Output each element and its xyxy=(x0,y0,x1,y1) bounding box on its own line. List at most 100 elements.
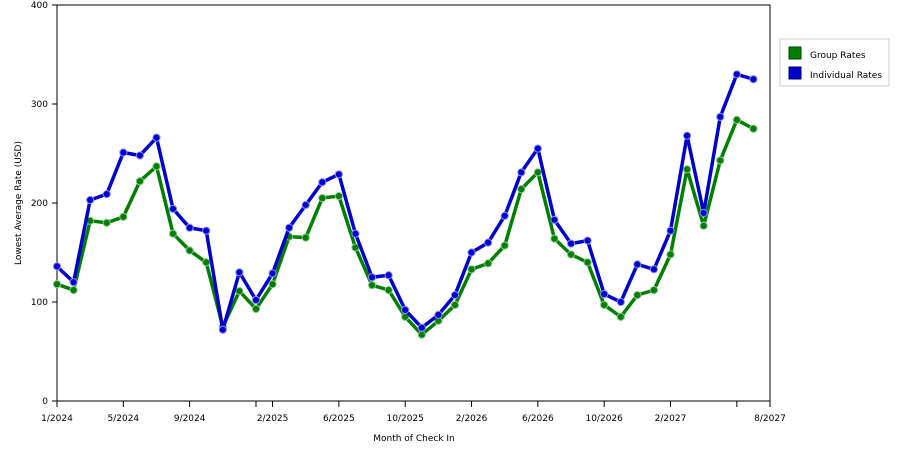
data-point-group-rates xyxy=(384,286,393,295)
data-point-individual-rates xyxy=(666,226,675,235)
data-point-group-rates xyxy=(334,191,343,201)
data-point-individual-rates xyxy=(600,289,609,299)
data-point-individual-rates xyxy=(401,305,410,315)
data-point-group-rates xyxy=(102,218,111,227)
data-point-group-rates xyxy=(500,241,509,250)
data-point-individual-rates xyxy=(384,271,393,280)
data-point-individual-rates xyxy=(218,325,227,334)
data-point-group-rates xyxy=(235,287,244,296)
data-point-individual-rates xyxy=(616,297,625,307)
x-tick-label: 8/2027 xyxy=(754,414,786,424)
data-point-individual-rates xyxy=(749,75,758,84)
legend-swatch-individual-rates xyxy=(788,66,802,80)
data-point-group-rates xyxy=(583,258,592,267)
x-tick-label: 6/2026 xyxy=(522,414,554,424)
data-point-group-rates xyxy=(484,259,493,268)
data-point-individual-rates xyxy=(268,269,277,278)
data-point-individual-rates xyxy=(185,223,194,232)
y-tick-label: 100 xyxy=(31,298,48,308)
data-point-individual-rates xyxy=(732,70,741,79)
data-point-individual-rates xyxy=(251,295,261,305)
data-point-individual-rates xyxy=(318,178,327,187)
data-point-individual-rates xyxy=(682,131,692,140)
data-point-group-rates xyxy=(185,246,194,255)
data-point-individual-rates xyxy=(135,151,145,160)
data-point-group-rates xyxy=(168,229,178,238)
data-point-group-rates xyxy=(682,165,692,174)
data-point-individual-rates xyxy=(699,208,708,217)
x-tick-label: 2/2025 xyxy=(257,414,289,424)
x-tick-label: 10/2026 xyxy=(585,414,623,424)
data-point-individual-rates xyxy=(583,236,592,245)
data-point-group-rates xyxy=(251,304,261,314)
data-point-group-rates xyxy=(666,250,675,259)
x-tick-label: 5/2024 xyxy=(107,414,139,424)
data-point-group-rates xyxy=(732,115,741,124)
data-point-individual-rates xyxy=(285,223,294,232)
data-point-group-rates xyxy=(318,193,327,203)
legend: Group Rates Individual Rates xyxy=(779,38,890,87)
legend-swatch-group-rates xyxy=(788,46,802,60)
data-point-group-rates xyxy=(633,290,642,300)
data-point-individual-rates xyxy=(301,200,310,210)
x-tick-label: 2/2026 xyxy=(456,414,488,424)
axes-layer: 0 100 200 300 400 1/2024 5/2024 9/2024 2/2025 6/2… xyxy=(31,1,786,424)
data-point-group-rates xyxy=(467,265,476,274)
legend-label-group-rates: Group Rates xyxy=(810,51,866,61)
data-point-individual-rates xyxy=(716,112,725,121)
data-point-individual-rates xyxy=(500,211,509,220)
labels-layer: Month of Check In Lowest Average Rate (U… xyxy=(14,141,455,444)
data-point-group-rates xyxy=(202,258,211,267)
data-point-individual-rates xyxy=(566,239,576,248)
data-point-individual-rates xyxy=(517,168,526,177)
data-point-group-rates xyxy=(600,300,609,310)
legend-label-individual-rates: Individual Rates xyxy=(810,71,882,81)
data-point-group-rates xyxy=(649,286,659,295)
y-tick-label: 400 xyxy=(31,1,48,11)
series-layer xyxy=(52,70,758,339)
data-point-group-rates xyxy=(52,280,62,289)
data-point-group-rates xyxy=(616,312,625,321)
data-point-group-rates xyxy=(699,221,708,230)
y-tick-label: 200 xyxy=(31,199,48,209)
data-point-individual-rates xyxy=(235,268,244,277)
data-point-individual-rates xyxy=(484,238,493,247)
data-point-individual-rates xyxy=(417,323,426,332)
data-point-group-rates xyxy=(749,124,758,133)
data-point-individual-rates xyxy=(533,144,542,153)
data-point-individual-rates xyxy=(102,189,111,199)
data-point-individual-rates xyxy=(334,170,343,179)
data-point-group-rates xyxy=(566,250,576,259)
data-point-group-rates xyxy=(152,162,161,171)
data-point-individual-rates xyxy=(152,133,161,142)
data-point-individual-rates xyxy=(434,310,443,319)
data-point-individual-rates xyxy=(168,204,178,214)
data-point-individual-rates xyxy=(367,273,377,282)
data-point-individual-rates xyxy=(649,265,659,274)
data-point-group-rates xyxy=(301,233,310,242)
data-point-group-rates xyxy=(69,286,78,295)
x-tick-label: 1/2024 xyxy=(41,414,73,424)
data-point-individual-rates xyxy=(119,148,128,157)
data-point-group-rates xyxy=(450,300,460,310)
x-axis-title: Month of Check In xyxy=(373,434,455,444)
data-point-group-rates xyxy=(550,234,559,243)
x-tick-label: 2/2027 xyxy=(655,414,687,424)
series-individual-rates xyxy=(52,70,758,334)
y-tick-label: 300 xyxy=(31,100,48,110)
series-group-rates xyxy=(52,115,758,339)
data-point-individual-rates xyxy=(86,195,95,205)
x-tick-label: 10/2025 xyxy=(387,414,424,424)
data-point-individual-rates xyxy=(633,260,642,269)
y-axis-title: Lowest Average Rate (USD) xyxy=(14,141,24,265)
data-point-individual-rates xyxy=(202,226,211,235)
data-point-individual-rates xyxy=(52,262,62,271)
y-tick-label: 0 xyxy=(42,397,48,407)
data-point-group-rates xyxy=(268,280,277,289)
x-tick-label: 9/2024 xyxy=(174,414,206,424)
data-point-group-rates xyxy=(517,185,526,194)
data-point-individual-rates xyxy=(450,290,460,300)
data-point-individual-rates xyxy=(69,278,78,287)
